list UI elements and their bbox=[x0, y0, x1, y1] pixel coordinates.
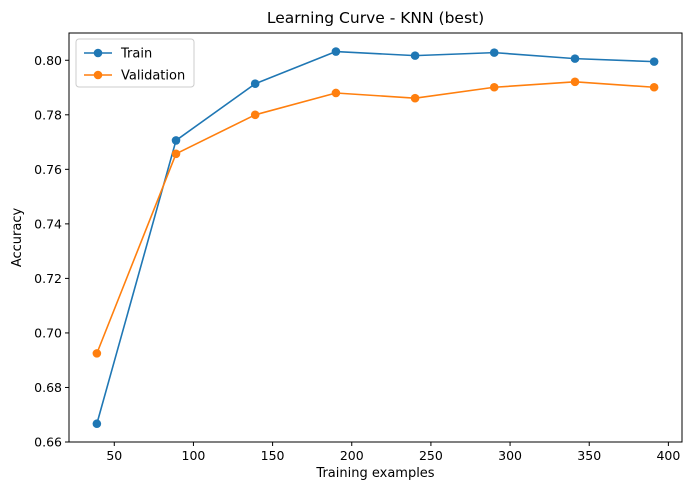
series-train bbox=[92, 47, 659, 429]
series-line-train bbox=[96, 50, 655, 424]
data-point-train bbox=[410, 51, 420, 60]
x-tick-label: 250 bbox=[419, 448, 443, 463]
series-validation bbox=[92, 77, 659, 358]
chart-title: Learning Curve - KNN (best) bbox=[267, 9, 484, 27]
data-point-train bbox=[250, 79, 260, 89]
data-point-train bbox=[570, 54, 580, 63]
data-point-validation bbox=[570, 77, 580, 87]
x-tick-label: 300 bbox=[498, 448, 522, 463]
x-axis-ticks: 50 100 150 200 250 300 350 400 bbox=[106, 442, 680, 463]
y-tick-label: 0.80 bbox=[34, 53, 62, 68]
x-tick-label: 100 bbox=[182, 448, 206, 463]
data-point-validation bbox=[250, 110, 260, 120]
legend-swatch-marker bbox=[93, 48, 103, 58]
data-point-train bbox=[331, 47, 341, 56]
y-axis-label: Accuracy bbox=[10, 208, 25, 268]
legend-label: Validation bbox=[121, 69, 185, 84]
x-tick-label: 350 bbox=[577, 448, 601, 463]
data-point-validation bbox=[489, 82, 499, 92]
data-point-validation bbox=[171, 149, 181, 159]
x-tick-label: 200 bbox=[340, 448, 364, 463]
data-point-validation bbox=[92, 349, 102, 358]
data-point-validation bbox=[410, 93, 420, 103]
y-tick-label: 0.74 bbox=[34, 216, 62, 231]
data-point-train bbox=[649, 57, 659, 66]
y-tick-label: 0.78 bbox=[34, 107, 62, 122]
plot-frame bbox=[68, 32, 683, 443]
y-tick-label: 0.72 bbox=[34, 271, 62, 286]
data-point-train bbox=[171, 136, 181, 145]
legend: Train Validation bbox=[75, 38, 195, 88]
y-tick-label: 0.68 bbox=[34, 380, 62, 395]
y-axis-ticks: 0.66 0.68 0.70 0.72 0.74 0.76 0.78 0.80 bbox=[34, 53, 69, 450]
data-point-train bbox=[92, 419, 102, 429]
series-line-validation bbox=[96, 81, 655, 354]
data-point-validation bbox=[649, 82, 659, 92]
legend-item-train: Train bbox=[84, 47, 152, 62]
data-point-validation bbox=[331, 88, 341, 98]
x-tick-label: 150 bbox=[261, 448, 285, 463]
legend-label: Train bbox=[120, 47, 152, 62]
data-point-train bbox=[489, 48, 499, 57]
x-axis-label: Training examples bbox=[315, 466, 434, 481]
series-layer bbox=[92, 47, 659, 429]
legend-item-validation: Validation bbox=[84, 69, 185, 84]
x-tick-label: 400 bbox=[656, 448, 680, 463]
y-tick-label: 0.76 bbox=[34, 162, 62, 177]
x-tick-label: 50 bbox=[106, 448, 122, 463]
y-tick-label: 0.66 bbox=[34, 435, 62, 450]
legend-swatch-marker bbox=[93, 70, 103, 80]
y-tick-label: 0.70 bbox=[34, 325, 62, 340]
